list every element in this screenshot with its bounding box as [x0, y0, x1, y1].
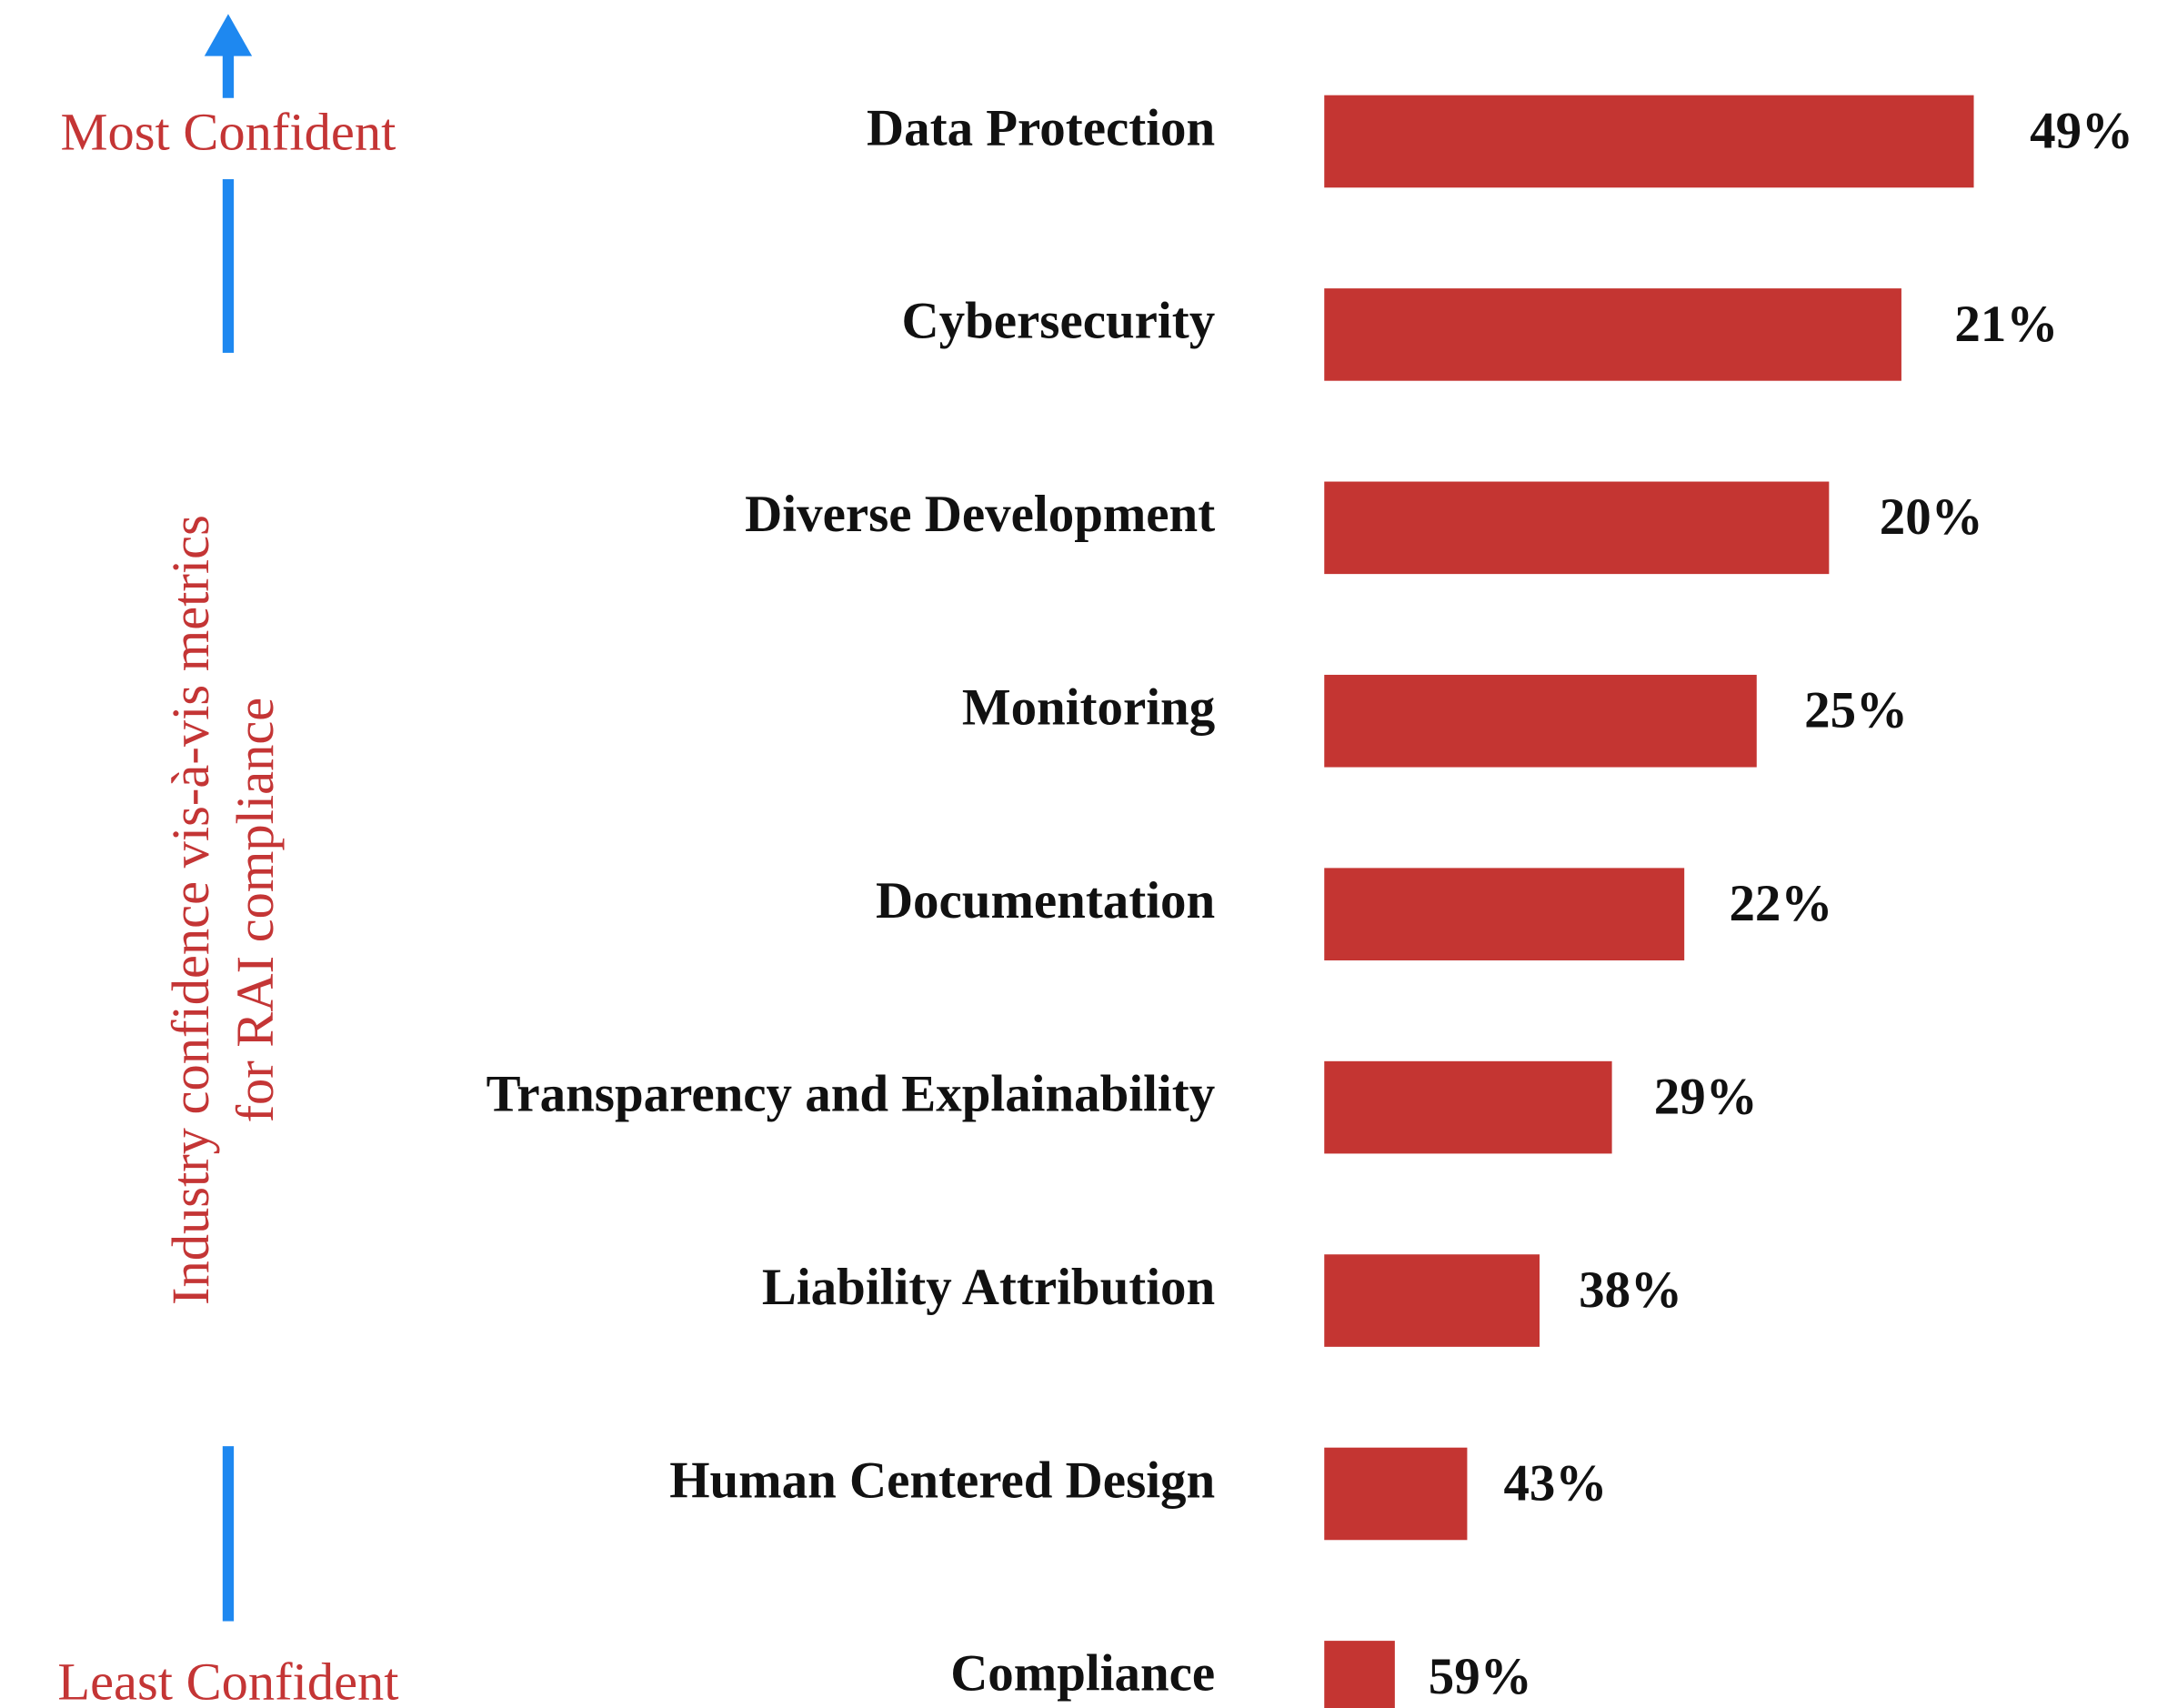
arrow-line: [222, 53, 235, 98]
value-label: 21%: [1954, 296, 2058, 353]
axis-annotation: for RAI compliance: [226, 698, 285, 1123]
bar: [1324, 1641, 1395, 1708]
category-label: Compliance: [950, 1645, 1215, 1703]
value-label: 22%: [1729, 875, 1832, 932]
arrow-line: [222, 179, 235, 353]
bar: [1324, 481, 1830, 575]
top-annotation: Most Confident: [61, 102, 396, 161]
bar: [1324, 95, 1974, 188]
axis-annotation: Industry confidence vis-à-vis metrics: [161, 515, 220, 1305]
bottom-annotation: Least Confident: [57, 1652, 398, 1708]
value-label: 25%: [1804, 682, 1908, 739]
value-label: 29%: [1654, 1069, 1758, 1126]
bar: [1324, 1254, 1540, 1347]
category-label: Monitoring: [962, 679, 1215, 737]
category-label: Cybersecurity: [902, 293, 1216, 350]
value-label: 49%: [2030, 102, 2133, 159]
bar: [1324, 1060, 1612, 1154]
value-label: 59%: [1429, 1648, 1532, 1705]
category-label: Data Protection: [867, 99, 1215, 156]
category-label: Liability Attribution: [762, 1259, 1215, 1316]
arrow-head: [204, 14, 253, 56]
value-label: 20%: [1880, 488, 1983, 546]
value-label: 43%: [1503, 1454, 1607, 1512]
category-label: Diverse Development: [745, 486, 1215, 543]
bar: [1324, 674, 1757, 768]
category-label: Human Centered Design: [669, 1452, 1215, 1509]
category-label: Transparency and Explainability: [487, 1065, 1216, 1122]
bar: [1324, 1447, 1468, 1541]
bar: [1324, 868, 1685, 960]
arrow-line: [222, 1446, 235, 1622]
category-label: Documentation: [876, 872, 1215, 929]
bar: [1324, 288, 1901, 381]
value-label: 38%: [1579, 1261, 1682, 1319]
